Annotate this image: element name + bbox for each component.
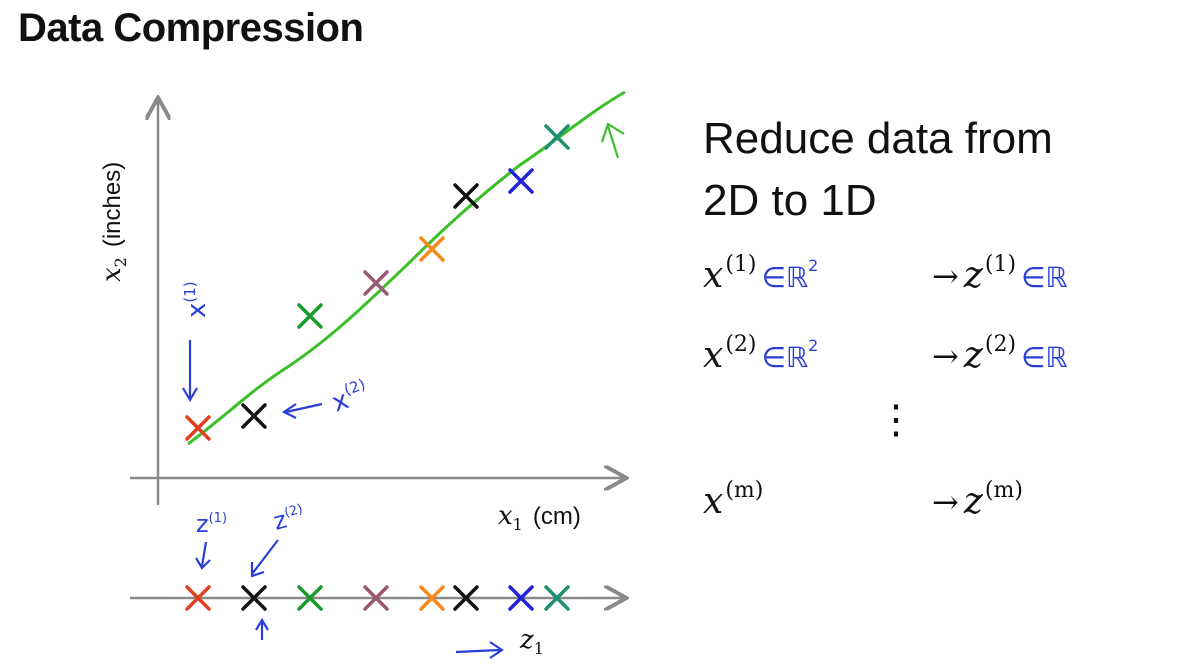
vertical-dots: ⋮ [876,397,916,443]
data-point-1d-5 [419,585,445,611]
mapping-m-arrow: → [932,483,959,521]
x-axis-label: x1 (cm) [498,501,581,534]
data-point-1d-6 [453,585,479,611]
mapping-m-rhs: z(m) [963,478,1023,522]
annotation-x1-text: x(1) [181,281,212,318]
data-point-2d-3 [297,303,323,329]
z-axis-label: z1 [519,625,544,658]
heading-line-2: 2D to 1D [703,176,877,225]
mapping-1-lhs-set: ∈ℝ2 [761,256,819,294]
data-point-1d-7 [508,585,534,611]
mapping-2-rhs: z(2) [963,332,1017,376]
data-point-2d-4 [363,270,389,296]
annotation-up-arrow [600,122,625,159]
points-2d [185,124,570,441]
annotation-right-arrow [455,641,504,659]
scatter-plot: x(1) x(2) z(1) z(2) x1 (cm) x2(inches) z1 [97,90,660,659]
data-point-1d-2 [241,585,267,611]
annotation-z1-text: z(1) [196,510,227,538]
data-point-1d-3 [297,585,323,611]
data-point-2d-2 [241,403,267,429]
mapping-row-1-rhs: → z(1) ∈ℝ [932,252,1068,296]
annotation-z1-arrow [195,541,211,570]
heading-block: Reduce data from 2D to 1D [703,108,1053,232]
mapping-2-lhs: x(2) [703,332,757,376]
data-point-1d-4 [363,585,389,611]
annotation-x2-arrow [281,402,323,419]
fit-line [187,90,626,446]
mapping-row-m-rhs: → z(m) [932,478,1023,522]
slide-title: Data Compression [18,6,364,50]
mapping-2-lhs-set: ∈ℝ2 [761,336,819,374]
data-point-1d-8 [544,585,570,611]
data-point-2d-7 [508,168,534,194]
annotation-x1 [182,340,198,403]
mapping-1-rhs-set: ∈ℝ [1021,261,1068,294]
mapping-1-lhs: x(1) [703,252,757,296]
mapping-m-lhs: x(m) [703,478,764,522]
annotation-small-up-arrow [255,617,269,640]
data-point-2d-8 [544,124,570,150]
mapping-2-arrow: → [932,337,959,375]
mapping-1-rhs: z(1) [963,252,1017,296]
annotation-z2-text: z(2) [270,501,307,536]
mapping-row-2-rhs: → z(2) ∈ℝ [932,332,1068,376]
annotation-x2-text: x(2) [327,375,373,419]
data-point-2d-1 [185,415,211,441]
heading-line-1: Reduce data from [703,114,1053,163]
data-point-2d-6 [453,183,479,209]
mapping-2-rhs-set: ∈ℝ [1021,341,1068,374]
points-1d [185,585,570,611]
mapping-row-2: x(2) ∈ℝ2 [703,332,818,376]
data-point-2d-5 [419,236,445,262]
data-point-1d-1 [185,585,211,611]
annotation-z2-arrow [250,539,279,578]
mapping-1-arrow: → [932,257,959,295]
mapping-row-m: x(m) [703,478,763,522]
mapping-row-1: x(1) ∈ℝ2 [703,252,818,296]
y-axis-label: x2(inches) [97,162,130,282]
